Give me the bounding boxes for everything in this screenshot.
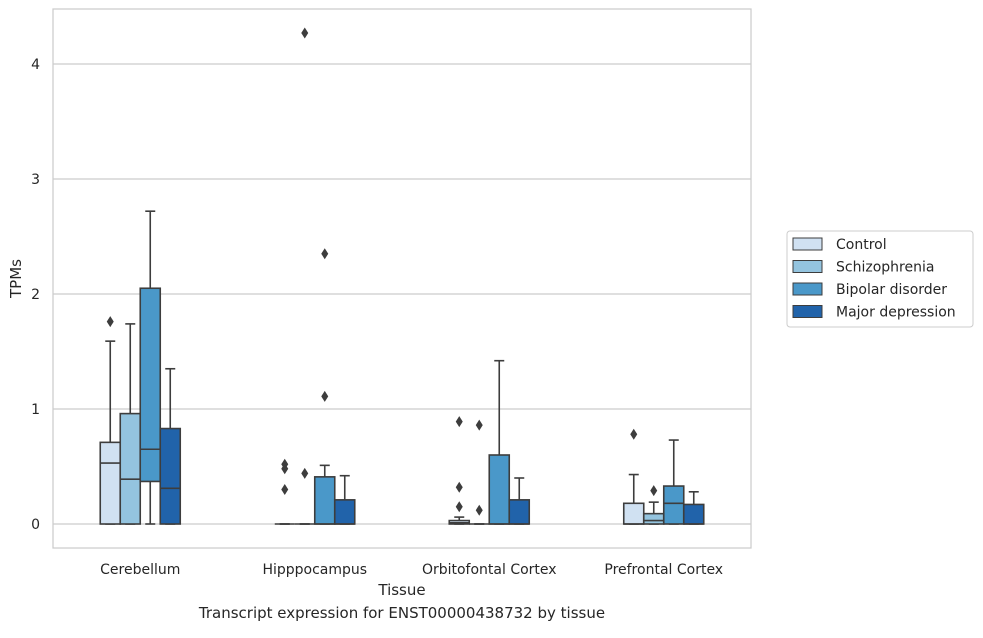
box-0-1 xyxy=(119,323,142,525)
box-3-2 xyxy=(662,439,685,525)
legend-swatch-2 xyxy=(792,282,823,296)
y-tick-label-3: 3 xyxy=(31,172,40,188)
legend-swatch-1 xyxy=(792,260,823,273)
box-2-1 xyxy=(469,419,490,525)
box-2-2 xyxy=(488,359,511,525)
box-3-3 xyxy=(682,490,705,525)
box-1-1 xyxy=(294,27,315,525)
box-3-0 xyxy=(622,428,645,525)
outlier-point xyxy=(650,485,658,497)
y-tick-labels: 0 1 2 3 4 xyxy=(31,57,40,533)
box-body xyxy=(139,287,162,483)
legend-frame xyxy=(786,230,974,328)
x-tick-label-2: Orbitofontal Cortex xyxy=(422,562,557,578)
box-body xyxy=(682,503,705,525)
outlier-point xyxy=(281,458,289,470)
box-0-3 xyxy=(159,367,182,525)
outlier-point xyxy=(475,504,483,516)
box-0-0 xyxy=(99,316,122,525)
box-body xyxy=(622,502,645,525)
legend-label-2: Bipolar disorder xyxy=(836,282,947,298)
x-tick-label-3: Prefrontal Cortex xyxy=(604,562,723,578)
y-tick-label-0: 0 xyxy=(31,517,40,533)
box-body xyxy=(508,499,531,525)
outlier-point xyxy=(321,390,329,402)
box-1-2 xyxy=(313,248,336,525)
outlier-point xyxy=(630,428,638,440)
box-2-0 xyxy=(448,416,471,525)
outlier-point xyxy=(455,416,463,428)
box-1-3 xyxy=(333,474,356,525)
figure-caption: Transcript expression for ENST0000043873… xyxy=(198,604,606,622)
outlier-point xyxy=(301,467,309,479)
outlier-point xyxy=(455,481,463,493)
legend-label-3: Major depression xyxy=(836,305,956,321)
box-body xyxy=(119,412,142,525)
y-tick-label-4: 4 xyxy=(31,57,40,73)
outlier-point xyxy=(475,419,483,431)
box-body xyxy=(159,427,182,525)
legend-label-0: Control xyxy=(836,237,887,253)
box-body xyxy=(642,512,665,525)
x-tick-label-1: Hipppocampus xyxy=(262,562,367,578)
outlier-point xyxy=(281,484,289,495)
plot-frame xyxy=(52,8,752,549)
box-groups xyxy=(99,27,705,525)
x-tick-label-0: Cerebellum xyxy=(100,562,180,578)
box-3-1 xyxy=(642,485,665,525)
y-tick-label-2: 2 xyxy=(31,287,40,303)
y-tick-label-1: 1 xyxy=(31,402,40,418)
outlier-point xyxy=(455,501,463,513)
box-body xyxy=(333,499,356,525)
box-body xyxy=(662,485,685,525)
legend-label-1: Schizophrenia xyxy=(836,260,934,276)
x-axis-label: Tissue xyxy=(377,581,425,599)
box-2-3 xyxy=(508,477,531,525)
legend-swatch-0 xyxy=(792,237,823,251)
y-axis-label: TPMs xyxy=(7,259,25,299)
box-body xyxy=(99,441,122,525)
box-body xyxy=(313,476,336,525)
x-tick-labels: Cerebellum Hipppocampus Orbitofontal Corte… xyxy=(100,562,723,578)
box-0-2 xyxy=(139,210,162,525)
outlier-point xyxy=(106,316,114,328)
legend-swatch-3 xyxy=(792,305,823,318)
box-body xyxy=(488,454,511,525)
outlier-point xyxy=(301,27,309,39)
box-1-0 xyxy=(274,458,295,525)
legend: Control Schizophrenia Bipolar disorder Majo… xyxy=(786,230,974,328)
outlier-point xyxy=(321,248,329,260)
